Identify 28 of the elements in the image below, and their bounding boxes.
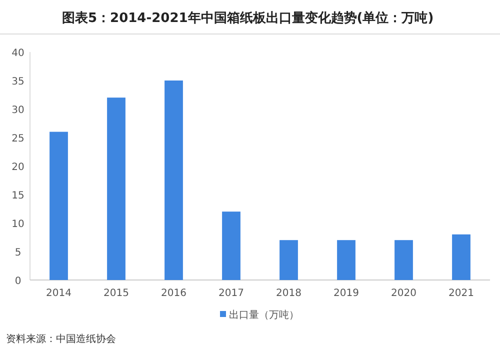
- x-tick-label: 2014: [46, 288, 72, 299]
- bar: [452, 234, 470, 280]
- bar: [164, 80, 183, 280]
- x-tick-label: 2019: [334, 288, 359, 299]
- legend-label: 出口量（万吨）: [229, 309, 299, 321]
- x-tick-label: 2015: [104, 288, 129, 299]
- bar: [280, 240, 298, 280]
- chart-title: 图表5：2014-2021年中国箱纸板出口量变化趋势(单位：万吨): [62, 10, 434, 26]
- y-tick-label: 20: [12, 162, 24, 173]
- y-tick-label: 0: [14, 276, 22, 287]
- bar: [50, 132, 68, 280]
- x-tick-label: 2021: [448, 288, 474, 299]
- bar: [222, 212, 240, 280]
- y-tick-label: 15: [12, 190, 24, 202]
- y-tick-label: 30: [12, 105, 24, 116]
- x-tick-label: 2016: [161, 288, 186, 299]
- x-tick-label: 2020: [391, 288, 416, 299]
- x-tick-label: 2018: [276, 288, 302, 299]
- y-tick-label: 40: [12, 48, 24, 59]
- y-tick-label: 5: [14, 248, 22, 258]
- y-tick-label: 10: [12, 219, 24, 230]
- text: 资料来源：中国造纸协会: [6, 333, 116, 345]
- y-tick-label: 35: [12, 76, 24, 88]
- bar: [337, 240, 356, 280]
- x-tick-label: 2017: [218, 288, 244, 299]
- bar: [107, 98, 126, 280]
- bar: [394, 240, 413, 280]
- y-tick-label: 25: [12, 134, 24, 144]
